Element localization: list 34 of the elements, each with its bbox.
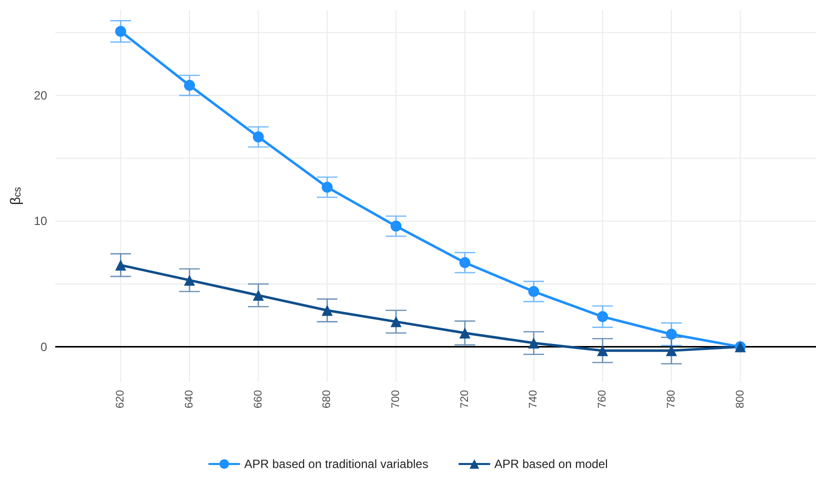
point <box>252 131 264 142</box>
point <box>390 316 402 328</box>
point <box>666 328 677 340</box>
point <box>597 345 608 356</box>
point <box>115 260 126 271</box>
point <box>252 290 264 301</box>
point <box>459 257 470 268</box>
point <box>597 311 608 322</box>
x-tick-label: 740 <box>528 390 540 408</box>
x-tick-label: 700 <box>390 390 402 408</box>
legend-label: APR based on model <box>494 457 608 471</box>
y-tick-label: 20 <box>34 88 48 102</box>
point <box>184 80 195 91</box>
x-tick-label: 680 <box>321 390 334 408</box>
x-tick-label: 640 <box>184 390 196 408</box>
y-axis-title: βcs <box>7 186 24 206</box>
x-tick-label: 760 <box>596 390 609 408</box>
x-tick-label: 780 <box>665 390 678 408</box>
x-tick-label: 800 <box>734 390 746 408</box>
point <box>666 345 677 356</box>
point <box>459 327 470 338</box>
point <box>115 26 126 37</box>
legend-label: APR based on traditional variables <box>244 457 428 471</box>
x-tick-label: 660 <box>252 390 264 408</box>
x-tick-label: 620 <box>114 390 127 408</box>
y-tick-label: 0 <box>40 340 48 354</box>
point <box>528 286 540 298</box>
point <box>390 220 402 232</box>
point <box>322 304 333 316</box>
x-tick-label: 720 <box>458 390 471 408</box>
point <box>528 338 540 349</box>
point <box>322 182 333 193</box>
y-tick-label: 10 <box>34 214 48 228</box>
point <box>184 274 195 286</box>
